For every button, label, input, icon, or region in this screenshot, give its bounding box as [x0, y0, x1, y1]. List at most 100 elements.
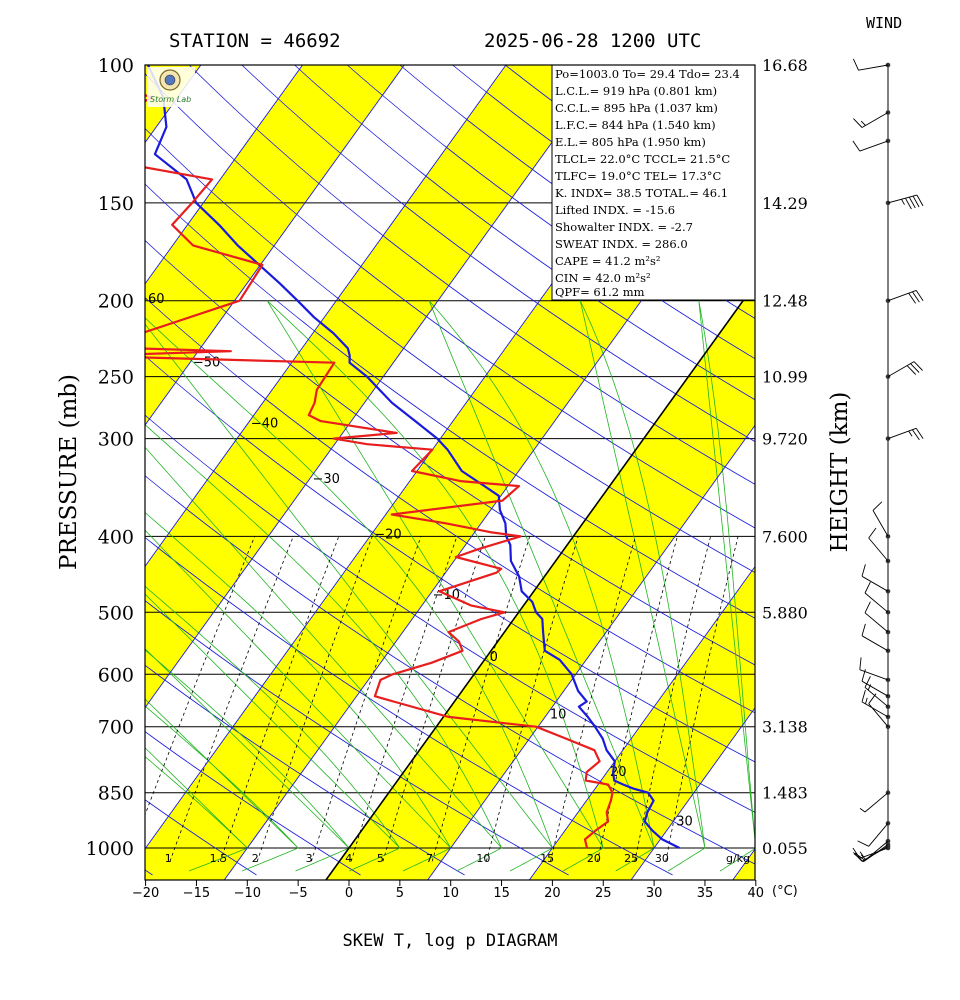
- isotherm: [145, 65, 405, 426]
- temperature-tick-label: −5: [289, 886, 308, 901]
- wind-barb: [853, 844, 889, 863]
- isotherm-label: 30: [676, 815, 693, 830]
- mixing-ratio-line: [145, 536, 256, 816]
- dry-adiabat: [145, 355, 755, 763]
- pressure-tick-500: 500: [98, 602, 134, 624]
- wind-barb: [852, 140, 889, 152]
- dry-adiabat: [145, 183, 755, 619]
- station-label: STATION = 46692: [169, 30, 341, 52]
- moist-adiabat: [145, 698, 299, 872]
- mixing-ratio-label: 3: [306, 852, 313, 865]
- moist-adiabat: [145, 585, 401, 872]
- height-tick-850: 1.483: [762, 784, 808, 803]
- height-tick-labels: 16.68 14.29 12.48 10.99 9.720 7.600 5.880 3.138…: [762, 56, 808, 858]
- wind-barb: [887, 194, 924, 210]
- isotherm: [145, 65, 609, 709]
- mixing-ratio-line: [311, 536, 422, 862]
- temperature-tick-label: 15: [493, 886, 510, 901]
- isotherm: [834, 65, 960, 880]
- mixing-ratio-label: 1.5: [210, 852, 228, 865]
- wind-barb: [864, 581, 889, 613]
- temperature-tick-label: −10: [234, 886, 261, 901]
- temperature-tick-label: 35: [697, 886, 714, 901]
- dry-adiabat: [145, 239, 755, 666]
- indices-box: Po=1003.0 To= 29.4 Tdo= 23.4 L.C.L.= 919…: [551, 64, 756, 301]
- mixing-ratio-label: 25: [624, 852, 638, 865]
- temperature-tick-label: 5: [396, 886, 404, 901]
- mixing-ratio-label: 2: [252, 852, 259, 865]
- dry-adiabat: [294, 65, 755, 401]
- temperature-tick-label: 25: [595, 886, 612, 901]
- index-lifted: Lifted INDX. = -15.6: [555, 203, 675, 217]
- isotherm: [145, 65, 507, 568]
- dry-adiabat: [188, 65, 755, 485]
- dry-adiabat: [145, 731, 361, 876]
- isotherm: [427, 424, 755, 880]
- wind-barb: [872, 501, 889, 537]
- dry-adiabat: [145, 664, 465, 876]
- temperature-tick-label: 20: [544, 886, 561, 901]
- datetime-label: 2025-06-28 1200 UTC: [484, 30, 701, 52]
- moist-adiabat: [428, 300, 655, 872]
- isotherm-label: −60: [137, 292, 164, 307]
- wind-barb: [859, 792, 889, 813]
- moist-adiabat: [579, 300, 706, 872]
- mixing-ratio-labels: 0.7 1 1.5 2 3 4 5 7 10 15 20 25 30 g/kg: [165, 852, 750, 865]
- mixing-ratio-label: 1: [165, 852, 172, 865]
- storm-lab-logo: Storm Lab: [147, 67, 195, 107]
- isotherm: [325, 282, 755, 880]
- wind-barb: [861, 669, 889, 697]
- indices-box-frame: [551, 64, 756, 301]
- dewpoint-profile: [145, 94, 614, 849]
- mixing-ratio-line: [486, 536, 579, 862]
- moist-adiabat: [145, 424, 503, 872]
- wind-barb: [887, 427, 924, 441]
- mixing-ratio-label: 5: [377, 852, 384, 865]
- mixing-ratio-line: [256, 536, 373, 862]
- temperature-bands: [145, 65, 755, 880]
- pressure-tick-850: 850: [98, 783, 134, 805]
- wind-barb: [861, 564, 889, 592]
- x-unit-label: (°C): [772, 884, 798, 899]
- wind-barb: [853, 112, 889, 128]
- isotherm: [630, 707, 755, 880]
- dry-adiabat: [145, 414, 755, 813]
- pressure-tick-1000: 1000: [86, 838, 134, 860]
- pressure-tick-600: 600: [98, 664, 134, 686]
- pressure-tick-150: 150: [98, 193, 134, 215]
- wind-barb: [852, 58, 889, 71]
- x-axis-title: SKEW T, log p DIAGRAM: [343, 931, 558, 951]
- mixing-ratio-line: [219, 536, 340, 862]
- moist-adiabat: [145, 747, 249, 872]
- dry-adiabat: [145, 127, 755, 574]
- index-cape: CAPE = 41.2 m²s²: [555, 254, 660, 268]
- wind-barb: [857, 823, 889, 847]
- height-tick-400: 7.600: [762, 527, 808, 546]
- isotherm-label: −80: [36, 150, 63, 165]
- y-axis-title: PRESSURE (mb): [56, 374, 82, 570]
- dry-adiabat: [145, 536, 673, 876]
- pressure-tick-300: 300: [98, 429, 134, 451]
- pressure-tick-400: 400: [98, 526, 134, 548]
- moist-adiabats: [145, 300, 755, 872]
- pressure-tick-labels: 100 150 200 250 300 400 500 600 700 850 1000: [86, 55, 134, 860]
- isotherm-label: 10: [550, 707, 567, 722]
- height-tick-700: 3.138: [762, 718, 808, 737]
- mixing-ratio-lines: [145, 536, 739, 862]
- wind-barb: [887, 361, 923, 377]
- index-showalter: Showalter INDX. = -2.7: [555, 220, 693, 234]
- mixing-unit-label: g/kg: [726, 852, 750, 865]
- isotherm-label: −70: [89, 218, 116, 233]
- index-lcl: L.C.L.= 919 hPa (0.801 km): [555, 84, 717, 98]
- mixing-ratio-label: 15: [540, 852, 554, 865]
- wind-barb: [854, 840, 889, 861]
- index-surface: Po=1003.0 To= 29.4 Tdo= 23.4: [555, 67, 740, 81]
- index-k-total: K. INDX= 38.5 TOTAL.= 46.1: [555, 186, 728, 200]
- mixing-ratio-line: [550, 536, 636, 862]
- wind-level-dot: [885, 436, 891, 441]
- wind-level-dot: [885, 374, 891, 379]
- index-el: E.L.= 805 hPa (1.950 km): [555, 135, 706, 149]
- height-tick-1000: 0.055: [762, 839, 808, 858]
